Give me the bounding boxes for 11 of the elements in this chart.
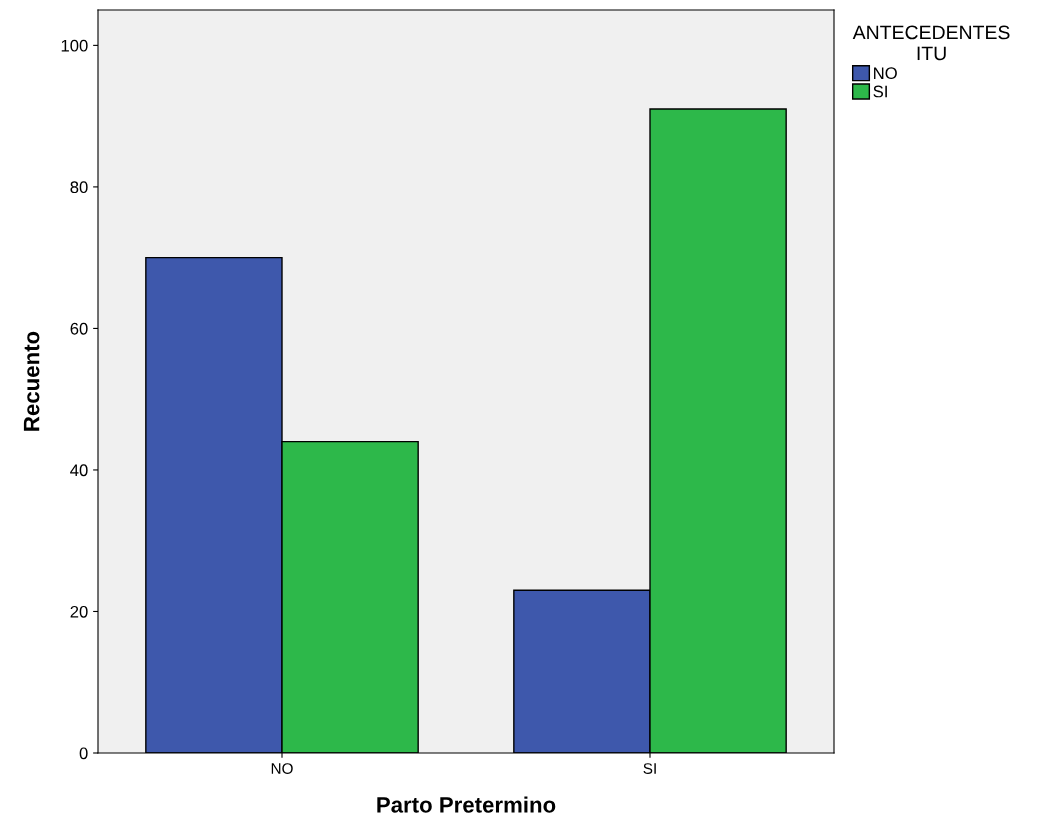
legend-title: ANTECEDENTES ITU — [852, 25, 1010, 61]
y-tick-label: 60 — [70, 322, 88, 335]
legend-label: SI — [873, 85, 887, 98]
y-tick-label: 20 — [70, 605, 88, 618]
y-tick-label: 0 — [79, 747, 88, 760]
y-tick-label: 40 — [70, 464, 88, 477]
y-tick-label: 100 — [61, 39, 88, 52]
y-tick-label: 80 — [70, 181, 88, 194]
y-axis-title: Recuento — [23, 331, 40, 431]
legend-label: NO — [874, 67, 897, 80]
x-axis-title: Parto Pretermino — [377, 796, 556, 813]
